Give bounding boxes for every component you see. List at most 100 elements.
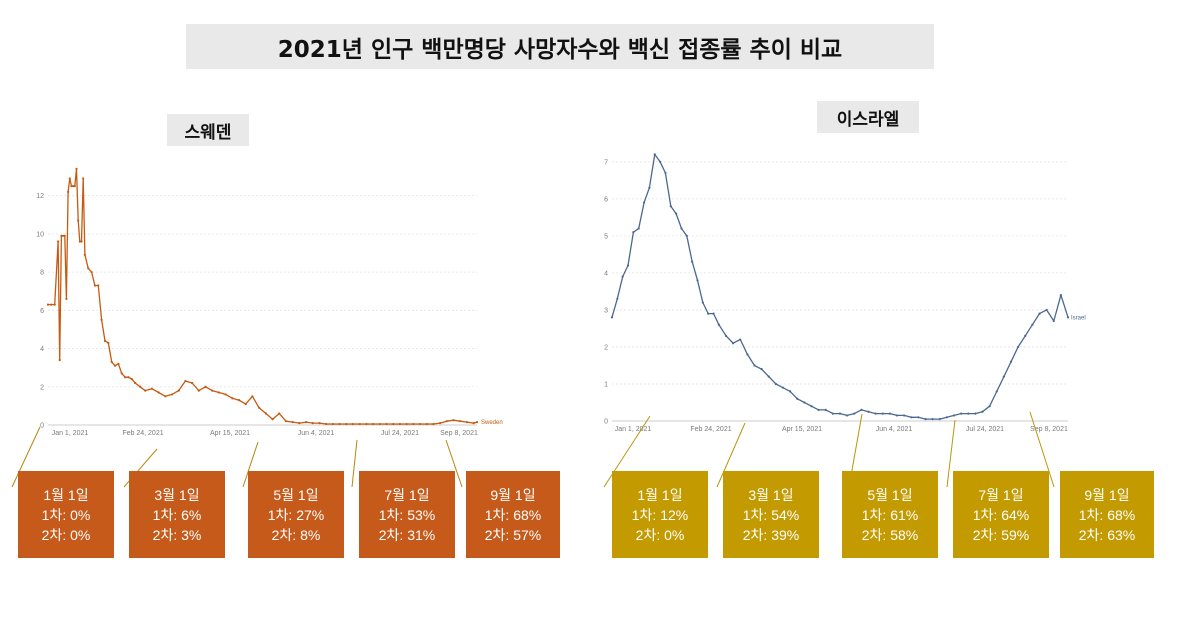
data-point xyxy=(298,421,301,425)
data-point xyxy=(960,412,963,415)
connector-line xyxy=(445,439,463,488)
data-point xyxy=(616,297,619,300)
data-point xyxy=(439,421,442,425)
milestone-date: 9월 1일 xyxy=(490,486,536,503)
sweden-milestone-box: 3월 1일 1차: 6% 2차: 3% xyxy=(129,471,225,558)
series-line-israel xyxy=(611,153,1069,420)
sweden-milestone-box: 9월 1일 1차: 68% 2차: 57% xyxy=(466,471,560,558)
data-point xyxy=(284,420,288,423)
y-tick-label: 7 xyxy=(604,159,608,166)
connector-line xyxy=(1029,411,1055,488)
data-point xyxy=(144,389,147,392)
data-point xyxy=(632,231,635,234)
y-tick-label: 0 xyxy=(604,419,608,426)
y-tick-label: 6 xyxy=(604,196,608,203)
milestone-dose1: 1차: 61% xyxy=(861,506,919,523)
data-point xyxy=(358,422,361,426)
y-tick-label: 6 xyxy=(40,308,44,315)
data-point xyxy=(1045,308,1048,312)
data-point xyxy=(803,401,806,404)
data-point xyxy=(224,393,227,396)
data-point xyxy=(318,421,321,425)
milestone-dose2: 2차: 3% xyxy=(152,526,202,543)
israel-milestone-box: 3월 1일 1차: 54% 2차: 39% xyxy=(723,471,819,558)
data-point xyxy=(113,364,117,367)
data-point xyxy=(60,234,63,237)
milestone-date: 7월 1일 xyxy=(978,486,1024,503)
data-point xyxy=(924,418,927,421)
data-point xyxy=(626,264,630,267)
x-tick-label: Jan 1, 2021 xyxy=(52,430,89,437)
y-tick-label: 1 xyxy=(604,381,608,388)
data-point xyxy=(432,422,435,426)
data-point xyxy=(139,385,142,388)
data-point xyxy=(774,382,777,386)
x-tick-label: Jun 4, 2021 xyxy=(298,430,335,437)
data-point xyxy=(325,422,328,426)
data-point xyxy=(90,271,93,274)
data-point xyxy=(50,303,53,306)
data-point xyxy=(995,390,998,393)
x-tick-label: Sep 8, 2021 xyxy=(1030,426,1068,433)
data-point xyxy=(796,397,799,400)
x-tick-label: Feb 24, 2021 xyxy=(690,426,731,433)
data-point xyxy=(696,279,699,282)
data-point xyxy=(304,421,308,424)
data-point xyxy=(46,303,50,306)
israel-milestone-box: 9월 1일 1차: 68% 2차: 63% xyxy=(1060,471,1154,558)
data-point xyxy=(170,393,174,396)
data-point xyxy=(177,389,180,392)
data-point xyxy=(445,420,448,423)
data-point xyxy=(724,334,728,337)
data-point xyxy=(637,227,640,230)
data-point xyxy=(217,391,221,394)
data-point xyxy=(278,412,281,415)
data-point xyxy=(231,397,234,400)
milestone-dose1: 1차: 68% xyxy=(1078,506,1136,523)
data-point xyxy=(732,342,735,345)
data-point xyxy=(103,339,107,343)
y-tick-label: 2 xyxy=(40,384,44,391)
milestone-date: 9월 1일 xyxy=(1084,486,1130,503)
connector-line xyxy=(11,426,41,488)
data-point xyxy=(931,418,934,421)
data-point xyxy=(846,414,849,417)
data-point xyxy=(82,177,85,180)
data-point xyxy=(952,414,956,417)
x-tick-label: Apr 15, 2021 xyxy=(210,430,250,437)
x-tick-label: Jul 24, 2021 xyxy=(966,426,1004,433)
data-point xyxy=(459,420,462,423)
x-tick-label: Jan 1, 2021 xyxy=(615,426,652,433)
milestone-dose1: 1차: 68% xyxy=(484,506,542,523)
data-point xyxy=(642,201,646,204)
x-tick-label: Sep 8, 2021 xyxy=(440,430,478,437)
israel-milestone-box: 7월 1일 1차: 64% 2차: 59% xyxy=(953,471,1049,558)
data-point xyxy=(685,234,688,237)
x-tick-label: Apr 15, 2021 xyxy=(782,426,822,433)
data-point xyxy=(117,362,120,365)
milestone-dose1: 1차: 0% xyxy=(41,506,91,523)
y-tick-label: 10 xyxy=(36,231,44,238)
data-point xyxy=(331,422,334,426)
data-point xyxy=(378,422,381,426)
data-point xyxy=(746,353,749,356)
data-point xyxy=(988,405,991,408)
milestone-date: 5월 1일 xyxy=(867,486,913,503)
data-point xyxy=(150,387,153,390)
milestone-date: 1월 1일 xyxy=(43,486,89,503)
data-point xyxy=(981,410,984,413)
y-tick-label: 8 xyxy=(40,270,44,277)
sweden-chart-title: 스웨덴 xyxy=(167,114,249,146)
milestone-date: 3월 1일 xyxy=(154,486,200,503)
data-point xyxy=(465,421,469,424)
connector-line xyxy=(351,439,358,488)
milestone-dose2: 2차: 31% xyxy=(378,526,436,543)
series-end-label: Sweden xyxy=(481,420,503,426)
connector-line xyxy=(946,419,956,488)
data-point xyxy=(945,416,948,419)
data-point xyxy=(767,375,770,378)
data-point xyxy=(658,160,662,163)
data-point xyxy=(405,422,408,426)
data-point xyxy=(73,185,76,188)
data-point xyxy=(753,364,756,367)
